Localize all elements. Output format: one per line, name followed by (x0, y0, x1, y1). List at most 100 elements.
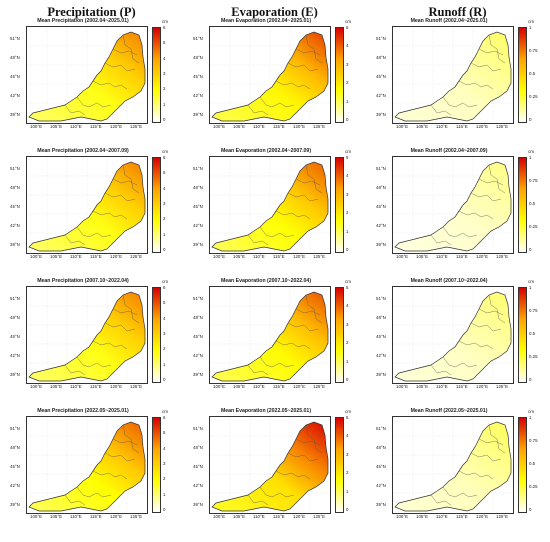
colorbar-tick: 5 (346, 155, 349, 160)
lon-label: 110°E (253, 384, 265, 389)
lat-label: 48°N (193, 185, 203, 190)
admin-boundary (275, 210, 311, 220)
admin-boundary (112, 438, 138, 446)
colorbar-tick: 0 (529, 247, 532, 252)
lon-label: 125°E (313, 384, 326, 389)
region-shape (394, 291, 512, 382)
admin-boundary (458, 80, 494, 90)
admin-boundary (295, 48, 321, 56)
lon-label: 115°E (456, 254, 468, 259)
admin-boundary (64, 364, 86, 376)
admin-boundary (92, 210, 128, 220)
lat-label: 45°N (193, 74, 203, 79)
map-frame (209, 26, 331, 124)
colorbar-tick: 5 (346, 285, 349, 290)
lat-label: 51°N (193, 36, 203, 41)
lon-label: 115°E (273, 254, 285, 259)
admin-boundary (259, 486, 295, 498)
colorbar-tick: 0 (529, 377, 532, 382)
admin-boundary (122, 164, 140, 194)
lat-label: 51°N (10, 296, 20, 301)
admin-boundary (295, 438, 321, 446)
region-map (27, 287, 147, 383)
admin-boundary (458, 210, 494, 220)
lat-label: 39°N (10, 372, 20, 377)
map-frame (392, 26, 514, 124)
colorbar-unit: cm (162, 19, 169, 24)
lat-label: 39°N (10, 112, 20, 117)
map-panel: Mean Evaporation (2022.05~2025.01) 51°N 48… (191, 406, 361, 526)
lon-label: 125°E (313, 254, 326, 259)
admin-boundary (295, 308, 321, 316)
lon-label: 110°E (70, 384, 82, 389)
lon-label: 105°E (50, 124, 63, 129)
map-frame (392, 286, 514, 384)
panel-title: Mean Evaporation (2002.04~2007.09) (220, 148, 312, 154)
lon-label: 110°E (436, 384, 448, 389)
colorbar-tick: 5 (163, 40, 166, 46)
lat-label: 51°N (193, 296, 203, 301)
colorbar-tick: 1 (346, 358, 349, 364)
map-panel: Mean Precipitation (2002.04~2025.01) 51°N… (8, 16, 178, 136)
lat-label: 48°N (376, 55, 386, 60)
admin-boundary (287, 322, 319, 332)
admin-boundary (295, 178, 321, 186)
admin-boundary (287, 452, 319, 462)
region-shape (394, 161, 512, 252)
colorbar-tick: 0.5 (529, 201, 536, 206)
lat-label: 45°N (10, 334, 20, 339)
map-panel: Mean Precipitation (2002.04~2007.09) 51°N… (8, 146, 178, 266)
lat-label: 45°N (376, 464, 386, 469)
lon-label: 100°E (396, 124, 409, 129)
colorbar-tick: 3 (163, 461, 166, 466)
colorbar-tick: 4 (163, 315, 166, 321)
colorbar-tick: 0.75 (529, 178, 538, 183)
colorbar-unit: cm (162, 409, 169, 414)
colorbar-tick: 4 (346, 303, 349, 309)
admin-boundary (470, 452, 502, 462)
admin-boundary (76, 96, 112, 108)
column-title-precip: Precipitation (P) (47, 5, 136, 19)
lon-label: 105°E (416, 384, 429, 389)
map-frame (26, 26, 148, 124)
admin-boundary (442, 486, 478, 498)
lon-label: 105°E (416, 254, 429, 259)
lat-label: 39°N (193, 372, 203, 377)
admin-boundary (104, 192, 136, 202)
lon-label: 100°E (30, 514, 43, 519)
colorbar-tick: 4 (163, 445, 166, 451)
colorbar-tick: 0.75 (529, 308, 538, 313)
panel-title: Mean Runoff (2002.04~2007.09) (410, 148, 488, 154)
panel-title: Mean Precipitation (2007.10~2022.04) (37, 278, 129, 284)
colorbar-tick: 2 (163, 476, 166, 482)
colorbar-tick: 0.75 (529, 48, 538, 53)
region-map (393, 417, 513, 513)
region-map (210, 157, 330, 253)
lon-label: 120°E (476, 254, 489, 259)
region-map (210, 417, 330, 513)
lat-label: 48°N (10, 55, 20, 60)
colorbar-tick: 5 (346, 25, 349, 30)
lat-label: 45°N (193, 204, 203, 209)
region-map (393, 287, 513, 383)
admin-boundary (247, 364, 269, 376)
lat-label: 45°N (10, 74, 20, 79)
lat-label: 39°N (10, 242, 20, 247)
colorbar-tick: 0.25 (529, 354, 538, 359)
region-shape (28, 31, 146, 122)
lon-label: 105°E (50, 384, 63, 389)
colorbar-unit: cm (528, 149, 535, 154)
region-shape (28, 291, 146, 382)
colorbar-tick: 6 (163, 285, 166, 290)
colorbar-unit: cm (162, 279, 169, 284)
lon-label: 110°E (436, 254, 448, 259)
lon-label: 115°E (273, 124, 285, 129)
admin-boundary (112, 308, 138, 316)
admin-boundary (92, 470, 128, 480)
admin-boundary (259, 226, 295, 238)
colorbar (152, 157, 161, 253)
admin-boundary (470, 62, 502, 72)
colorbar-tick: 6 (163, 155, 166, 160)
panel-title: Mean Evaporation (2007.10~2022.04) (220, 278, 312, 284)
lon-label: 100°E (396, 514, 409, 519)
